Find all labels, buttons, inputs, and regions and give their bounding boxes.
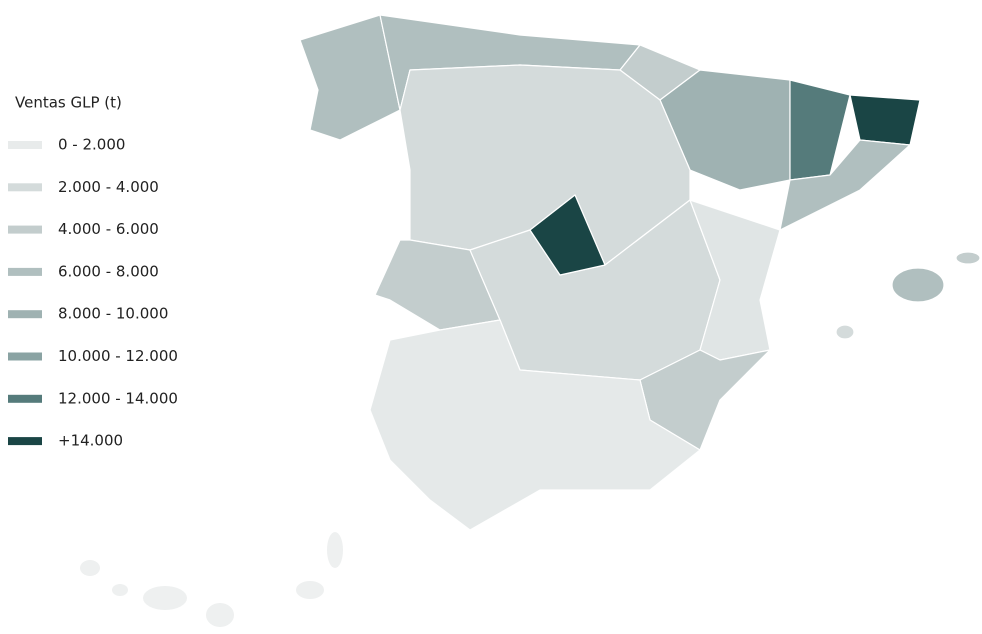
- legend-label: 6.000 - 8.000: [58, 262, 159, 280]
- legend-swatch: [8, 310, 42, 319]
- legend-label: 10.000 - 12.000: [58, 347, 178, 365]
- legend-swatch: [8, 183, 42, 192]
- ibiza: [835, 324, 855, 340]
- legend-label: 8.000 - 10.000: [58, 305, 168, 323]
- andalucia: [369, 319, 701, 531]
- legend-title: Ventas GLP (t): [15, 94, 122, 112]
- girona: [849, 94, 921, 146]
- legend-label: 12.000 - 14.000: [58, 389, 178, 407]
- legend-label: 0 - 2.000: [58, 136, 125, 154]
- legend-swatch: [8, 394, 42, 403]
- canary-islands: [80, 532, 343, 627]
- madrid: [529, 194, 606, 276]
- legend: Ventas GLP (t) 0 - 2.000 2.000 - 4.000 4.0…: [8, 94, 178, 450]
- mallorca: [891, 267, 945, 303]
- legend-label: +14.000: [58, 432, 123, 450]
- provinces: [80, 14, 981, 627]
- legend-swatch: [8, 141, 42, 149]
- legend-swatch: [8, 267, 42, 276]
- legend-swatch: [8, 352, 42, 361]
- legend-label: 2.000 - 4.000: [58, 178, 159, 196]
- legend-swatch: [8, 225, 42, 234]
- legend-swatch: [8, 437, 42, 446]
- legend-label: 4.000 - 6.000: [58, 220, 159, 238]
- menorca: [955, 251, 981, 265]
